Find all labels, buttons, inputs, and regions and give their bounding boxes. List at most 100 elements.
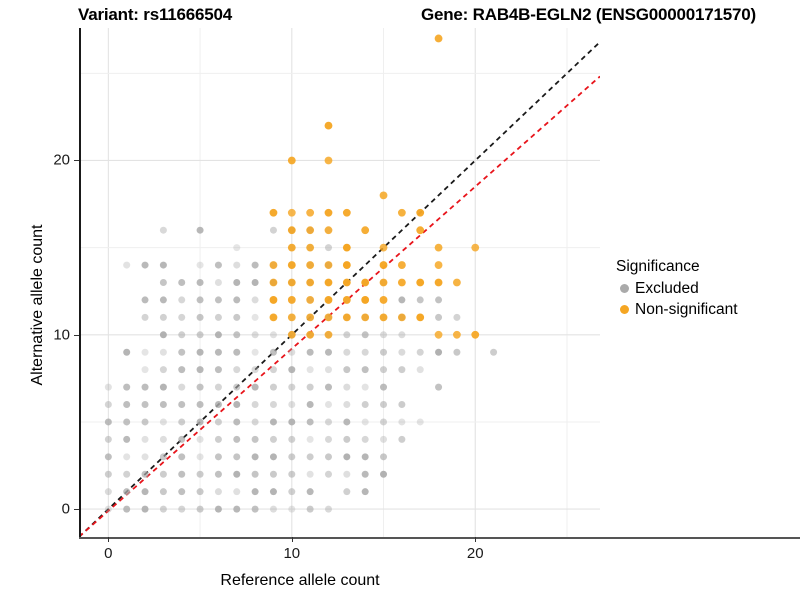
data-point	[214, 453, 222, 461]
data-point	[269, 366, 277, 374]
data-point	[398, 296, 406, 304]
data-point	[196, 470, 204, 478]
data-point	[288, 435, 296, 443]
data-point	[287, 261, 296, 269]
data-point	[159, 401, 167, 409]
data-point	[361, 401, 369, 409]
data-point	[233, 470, 241, 478]
data-point	[361, 435, 369, 443]
data-point	[233, 418, 241, 426]
data-point	[379, 278, 388, 287]
data-point	[251, 470, 259, 478]
data-point	[269, 296, 278, 304]
data-point	[214, 331, 222, 339]
y-axis-line	[79, 28, 81, 537]
data-point	[178, 383, 186, 391]
data-point	[214, 313, 222, 321]
data-point	[141, 313, 149, 321]
data-point	[380, 435, 388, 443]
data-point	[306, 226, 315, 235]
data-point	[397, 278, 406, 287]
data-point	[159, 226, 167, 234]
data-point	[123, 505, 131, 513]
data-point	[342, 243, 351, 252]
data-point	[233, 435, 241, 443]
data-point	[123, 418, 131, 426]
data-point	[380, 348, 388, 356]
data-point	[233, 488, 241, 496]
data-point	[269, 453, 277, 461]
data-point	[343, 470, 351, 478]
data-point	[159, 366, 167, 374]
data-point	[141, 470, 149, 478]
data-point	[453, 348, 461, 356]
data-point	[453, 313, 461, 321]
data-point	[287, 208, 296, 217]
data-point	[196, 383, 204, 391]
data-point	[434, 243, 443, 252]
y-tick-mark	[74, 509, 79, 511]
data-point	[398, 418, 406, 426]
y-tick-label: 0	[61, 500, 70, 518]
data-point	[306, 453, 314, 461]
legend-item-non-significant[interactable]: Non-significant	[616, 299, 796, 320]
data-point	[214, 470, 222, 478]
legend-item-label: Excluded	[635, 279, 699, 297]
y-tick-label: 10	[53, 326, 70, 344]
data-point	[306, 208, 315, 217]
legend-item-excluded[interactable]: Excluded	[616, 278, 796, 299]
data-point	[324, 261, 333, 269]
data-point	[196, 261, 204, 269]
data-point	[196, 418, 204, 426]
data-point	[104, 470, 112, 478]
data-point	[379, 296, 388, 304]
data-point	[104, 505, 112, 513]
data-point	[123, 348, 131, 356]
data-point	[306, 418, 314, 426]
data-point	[196, 435, 204, 443]
data-point	[471, 330, 480, 339]
data-point	[104, 418, 112, 426]
data-point	[233, 348, 241, 356]
x-tick-label: 10	[283, 545, 301, 562]
data-point	[251, 313, 259, 321]
data-point	[398, 331, 406, 339]
data-point	[435, 383, 443, 391]
data-point	[416, 226, 425, 235]
data-point	[343, 366, 351, 374]
data-point	[287, 313, 296, 322]
data-point	[233, 296, 241, 304]
data-point	[434, 330, 443, 339]
data-point	[178, 296, 186, 304]
data-point	[251, 453, 259, 461]
data-point	[123, 435, 131, 443]
data-point	[233, 261, 241, 269]
plot-panel	[79, 28, 600, 537]
data-point	[214, 418, 222, 426]
data-point	[453, 330, 461, 339]
data-point	[398, 348, 406, 356]
data-point	[287, 243, 296, 252]
data-point	[159, 435, 167, 443]
data-point	[471, 243, 480, 252]
data-point	[159, 261, 167, 269]
data-point	[178, 279, 186, 286]
data-point	[233, 244, 241, 252]
data-point	[361, 348, 369, 356]
data-point	[251, 348, 259, 356]
data-point	[159, 453, 167, 461]
data-point	[287, 156, 296, 165]
data-point	[343, 348, 351, 356]
data-point	[159, 505, 167, 513]
data-point	[324, 330, 333, 339]
data-point	[159, 331, 167, 339]
data-point	[269, 470, 277, 478]
data-point	[141, 453, 149, 461]
data-point	[178, 418, 186, 426]
y-tick-label: 20	[53, 151, 70, 169]
data-point	[251, 401, 259, 409]
data-point	[214, 366, 222, 374]
data-point	[269, 208, 278, 217]
data-point	[361, 313, 370, 322]
data-point	[123, 470, 131, 478]
